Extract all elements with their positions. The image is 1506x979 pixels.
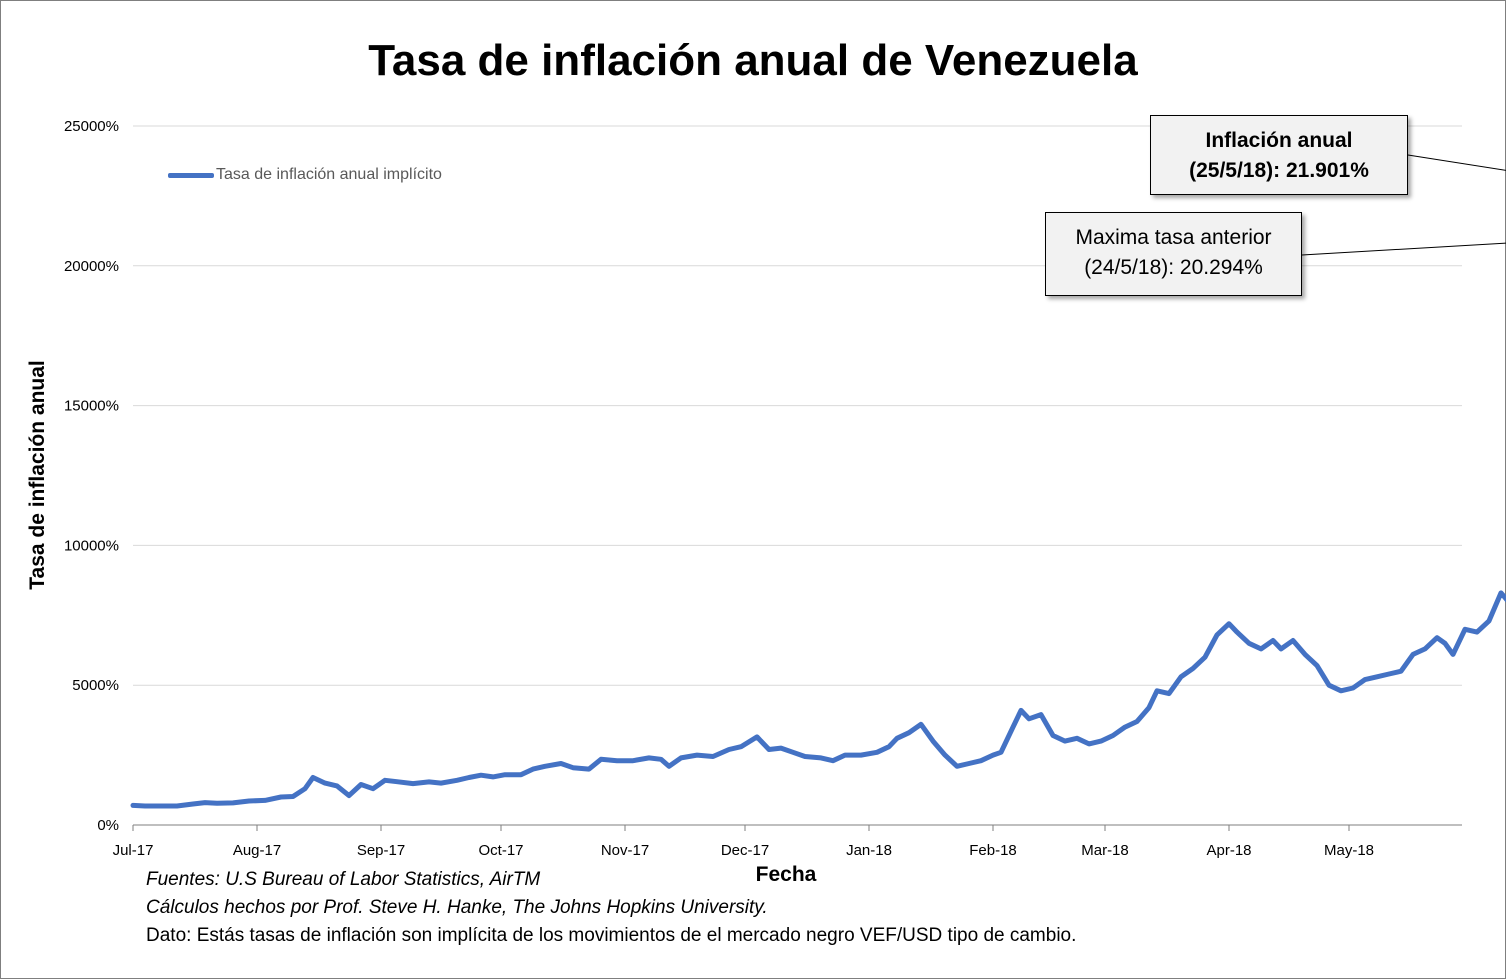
y-tick-label: 0%: [97, 817, 119, 834]
x-tick-label: Sep-17: [357, 842, 405, 859]
calculation-note: Cálculos hechos por Prof. Steve H. Hanke…: [146, 897, 768, 918]
x-axis-title: Fecha: [755, 863, 817, 886]
callout-current-rate: Inflación anual (25/5/18): 21.901%: [1150, 115, 1408, 195]
callout-previous-max: Maxima tasa anterior (24/5/18): 20.294%: [1045, 212, 1302, 296]
callout-arrow: [1407, 154, 1506, 171]
x-tick-label: Apr-18: [1206, 842, 1251, 859]
callout-current-line-2: (25/5/18): 21.901%: [1189, 159, 1369, 182]
legend: Tasa de inflación anual implícito: [168, 166, 442, 184]
x-tick-label: Jul-17: [113, 842, 154, 859]
callout-current-line-1: Inflación anual: [1205, 129, 1353, 152]
x-tick-label: Nov-17: [601, 842, 649, 859]
y-tick-label: 15000%: [64, 398, 119, 415]
y-tick-label: 25000%: [64, 118, 119, 135]
x-tick-label: Feb-18: [969, 842, 1017, 859]
x-tick-label: Oct-17: [478, 842, 523, 859]
x-tick-label: Mar-18: [1081, 842, 1129, 859]
y-tick-label: 10000%: [64, 537, 119, 554]
y-axis-title: Tasa de inflación anual: [26, 360, 49, 590]
callout-previous-line-2: (24/5/18): 20.294%: [1084, 256, 1263, 279]
legend-swatch: [168, 172, 214, 178]
data-note: Dato: Estás tasas de inflación son implí…: [146, 925, 1077, 946]
y-tick-label: 5000%: [72, 677, 119, 694]
source-note: Fuentes: U.S Bureau of Labor Statistics,…: [146, 869, 541, 890]
x-tick-label: Jan-18: [846, 842, 892, 859]
x-tick-label: Aug-17: [233, 842, 281, 859]
series-line: [130, 590, 1506, 809]
legend-label: Tasa de inflación anual implícito: [216, 166, 442, 183]
x-tick-label: May-18: [1324, 842, 1374, 859]
chart-title: Tasa de inflación anual de Venezuela: [368, 36, 1138, 85]
callout-arrow: [1301, 242, 1506, 256]
y-tick-label: 20000%: [64, 258, 119, 275]
callout-previous-line-1: Maxima tasa anterior: [1075, 226, 1272, 249]
x-tick-label: Dec-17: [721, 842, 769, 859]
